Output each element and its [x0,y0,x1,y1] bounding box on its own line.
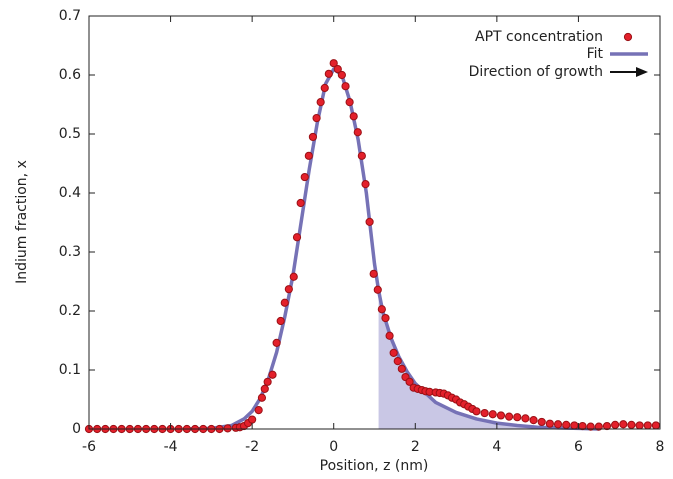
x-tick-label: -6 [82,439,96,455]
data-point [472,407,481,416]
x-tick-label: 4 [492,439,501,455]
data-point [280,298,289,307]
data-point [276,316,285,326]
data-point [300,172,309,182]
y-tick-label: 0.6 [59,67,81,83]
x-tick-label: -2 [245,439,259,455]
data-point [260,384,269,393]
data-point [537,417,546,427]
y-tick-label: 0 [72,421,81,437]
data-point [627,420,636,429]
data-point [619,420,628,429]
data-point [312,113,321,123]
data-point [377,305,386,314]
x-tick-label: 2 [411,439,420,455]
data-point [513,413,522,422]
data-point [268,370,277,379]
data-point [397,364,406,373]
data-point [365,217,374,227]
data-point [292,233,302,242]
data-point [373,285,382,294]
y-tick-label: 0.1 [59,362,81,378]
data-point [361,180,370,189]
data-point [324,69,333,78]
data-point [488,410,497,419]
data-point [248,415,257,424]
data-point [263,377,272,386]
data-point [254,406,263,415]
data-point [389,348,398,357]
data-point [357,151,366,160]
data-point [480,408,489,418]
data-point [594,422,603,431]
data-point [643,421,652,430]
data-point [570,421,579,430]
legend-label: Fit [587,46,604,62]
y-tick-label: 0.5 [59,126,81,142]
data-point [521,414,530,423]
annotation: Direction of growth [469,64,603,80]
arrow-head [636,67,648,77]
data-point [611,420,620,429]
x-tick-label: 8 [656,439,665,455]
data-point [257,393,267,402]
data-point [504,412,514,421]
data-point [296,198,305,208]
data-point [553,420,563,429]
y-tick-label: 0.7 [59,8,81,24]
data-point [562,420,571,429]
data-point [369,269,378,278]
fill-layer [378,290,599,429]
data-point [381,313,390,323]
y-tick-label: 0.4 [59,185,81,201]
data-point [329,59,338,68]
y-tick-label: 0.3 [59,244,81,260]
data-point [284,285,293,294]
x-tick-label: 0 [329,439,338,455]
x-axis-label: Position, z (nm) [320,458,429,474]
y-axis-label: Indium fraction, x [14,160,30,284]
data-point [545,419,554,428]
data-point [320,83,329,93]
data-point [333,65,342,74]
data-point [635,421,644,430]
dot-layer [84,59,661,434]
data-point [586,422,595,431]
data-point [223,424,232,433]
data-point [349,112,358,121]
data-point [529,416,538,425]
data-point [496,411,506,420]
data-point [341,82,350,91]
data-point [385,331,394,340]
legend-marker [623,32,633,42]
data-point [308,132,318,142]
x-tick-label: -4 [164,439,178,455]
data-point [393,357,402,366]
data-point [405,377,414,386]
data-point [345,98,354,107]
data-point [272,338,281,347]
shaded-area [378,290,599,429]
data-point [602,421,612,431]
y-tick-label: 0.2 [59,303,81,319]
data-point [651,421,661,430]
legend-label: APT concentration [475,29,603,45]
plot-frame [88,15,661,430]
data-point [316,98,325,107]
data-point [353,128,362,137]
data-point [304,151,313,160]
data-point [337,70,346,80]
x-tick-label: 6 [574,439,583,455]
data-point [289,272,298,281]
